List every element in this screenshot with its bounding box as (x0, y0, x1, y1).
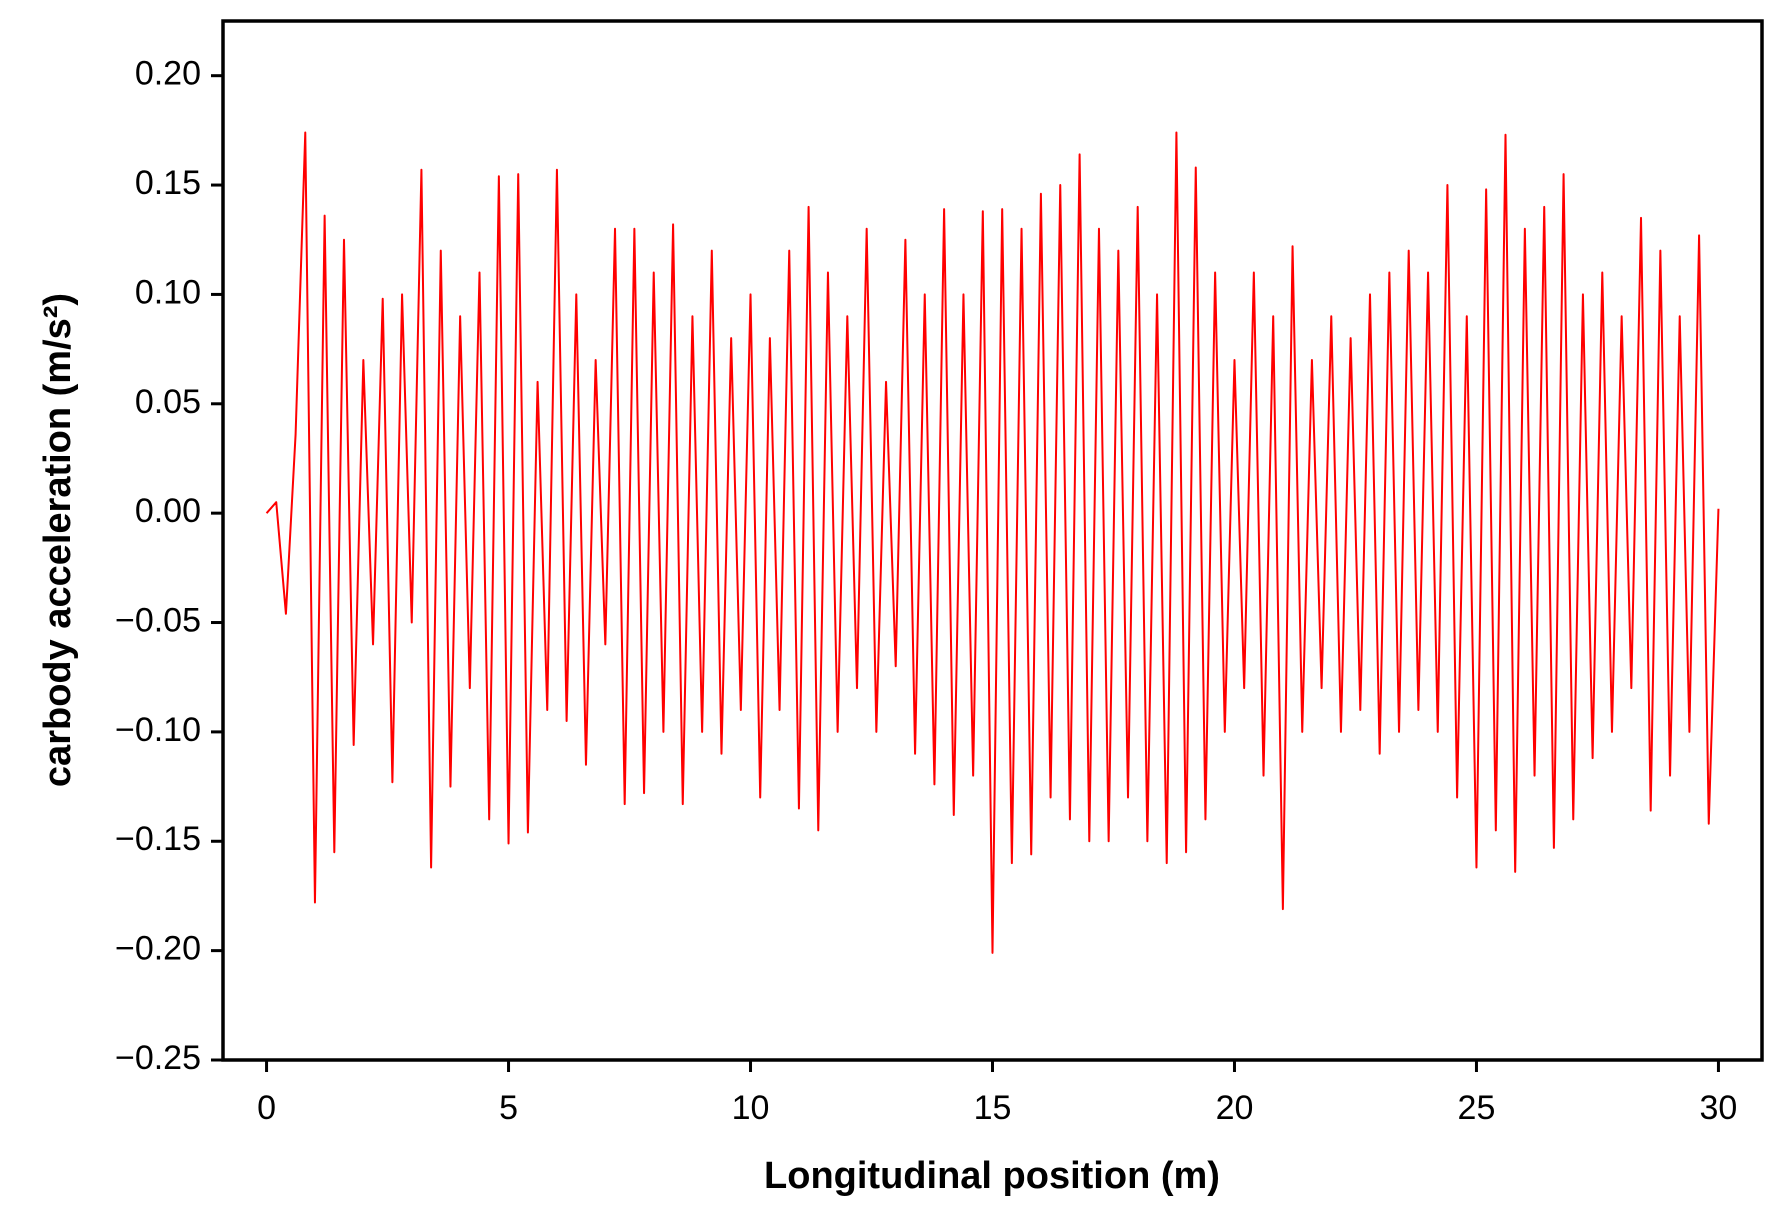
data-line (265, 131, 1720, 954)
x-tick-label: 20 (1216, 1089, 1254, 1127)
x-tick-label: 0 (257, 1089, 276, 1127)
x-tick-label: 10 (732, 1089, 770, 1127)
y-tick-label: 0.15 (135, 164, 201, 202)
x-tick-label: 25 (1458, 1089, 1496, 1127)
y-tick-label: 0.10 (135, 273, 201, 311)
y-tick-label: −0.10 (115, 711, 201, 749)
x-tick-label: 5 (499, 1089, 518, 1127)
x-tick-label: 15 (974, 1089, 1012, 1127)
y-tick-label: 0.20 (135, 55, 201, 93)
y-tick-label: −0.25 (115, 1039, 201, 1077)
y-tick-label: −0.20 (115, 930, 201, 968)
x-axis-title: Longitudinal position (m) (764, 1155, 1220, 1197)
plot-frame (221, 19, 1764, 1062)
y-tick-label: 0.05 (135, 383, 201, 421)
y-tick-label: −0.05 (115, 602, 201, 640)
y-tick-label: 0.00 (135, 492, 201, 530)
x-tick-label: 30 (1700, 1089, 1738, 1127)
y-axis-title: carbody acceleration (m/s²) (37, 293, 79, 787)
y-tick-label: −0.15 (115, 820, 201, 858)
